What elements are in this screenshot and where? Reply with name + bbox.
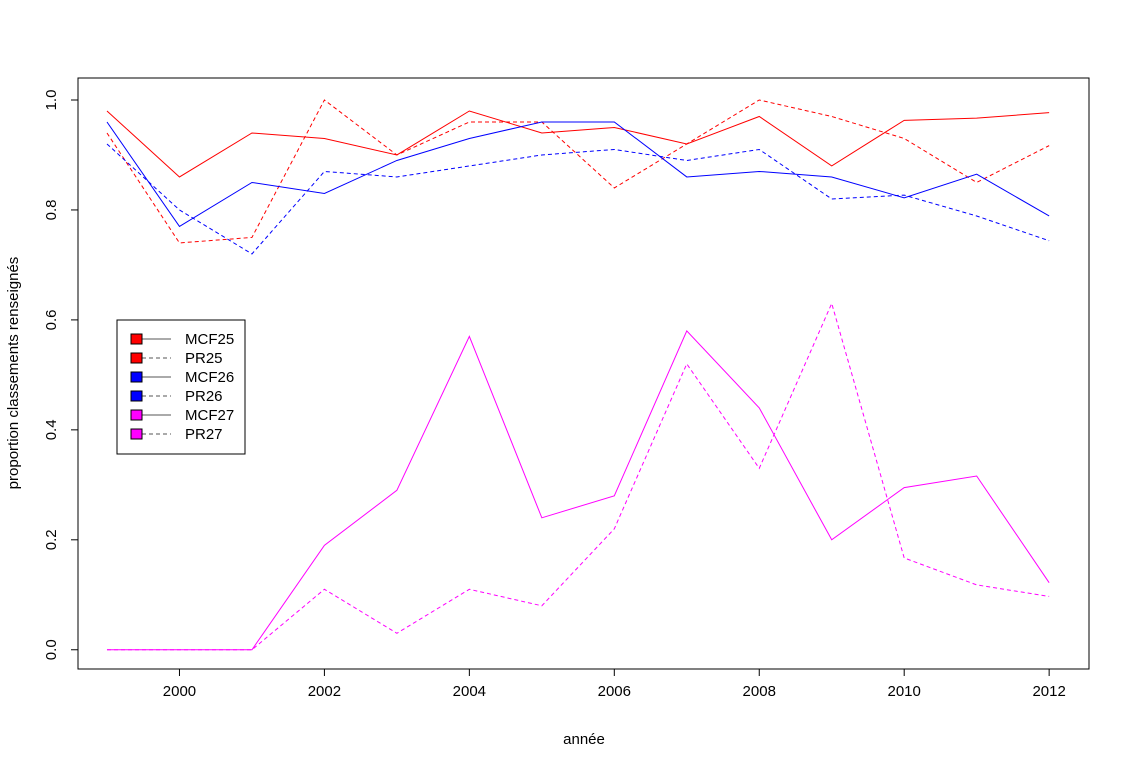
series-line-pr25: [106, 99, 1050, 244]
y-tick-label: 0.0: [43, 639, 60, 660]
x-tick-label: 2000: [163, 683, 196, 700]
series-line-pr26: [106, 143, 1050, 255]
x-tick-label: 2012: [1032, 683, 1065, 700]
x-tick-label: 2010: [888, 683, 921, 700]
legend-label: PR26: [185, 388, 223, 405]
x-tick-label: 2002: [308, 683, 341, 700]
legend-label: PR27: [185, 426, 223, 443]
x-tick-label: 2004: [453, 683, 486, 700]
legend-label: PR25: [185, 350, 223, 367]
x-tick-label: 2006: [598, 683, 631, 700]
legend-swatch: [130, 371, 143, 383]
series-line-mcf25: [106, 110, 1050, 178]
x-axis-title: année: [563, 731, 605, 748]
y-tick-label: 0.4: [43, 419, 60, 440]
y-axis-title: proportion classements renseignés: [5, 257, 22, 490]
y-tick-label: 1.0: [43, 90, 60, 111]
legend-swatch: [130, 390, 143, 402]
legend-label: MCF27: [185, 407, 234, 424]
legend-swatch: [130, 428, 143, 440]
x-axis: 2000 2002 2004 2006 2008 2010 2012: [163, 669, 1066, 700]
plot-frame: [77, 77, 1090, 670]
legend-swatch: [130, 409, 143, 421]
series-layer: [106, 99, 1050, 651]
y-axis: 0.0 0.2 0.4 0.6 0.8 1.0: [43, 90, 78, 660]
legend-label: MCF26: [185, 369, 234, 386]
y-tick-label: 0.8: [43, 200, 60, 221]
x-tick-label: 2008: [743, 683, 776, 700]
series-line-mcf27: [106, 329, 1050, 651]
legend-swatch: [130, 352, 143, 364]
legend: MCF25 PR25 MCF26 PR26 MCF27 PR27: [116, 319, 246, 455]
series-line-mcf26: [106, 121, 1050, 228]
y-tick-label: 0.2: [43, 529, 60, 550]
y-tick-label: 0.6: [43, 309, 60, 330]
legend-swatch: [130, 333, 143, 345]
legend-label: MCF25: [185, 331, 234, 348]
series-line-pr27: [106, 301, 1050, 651]
